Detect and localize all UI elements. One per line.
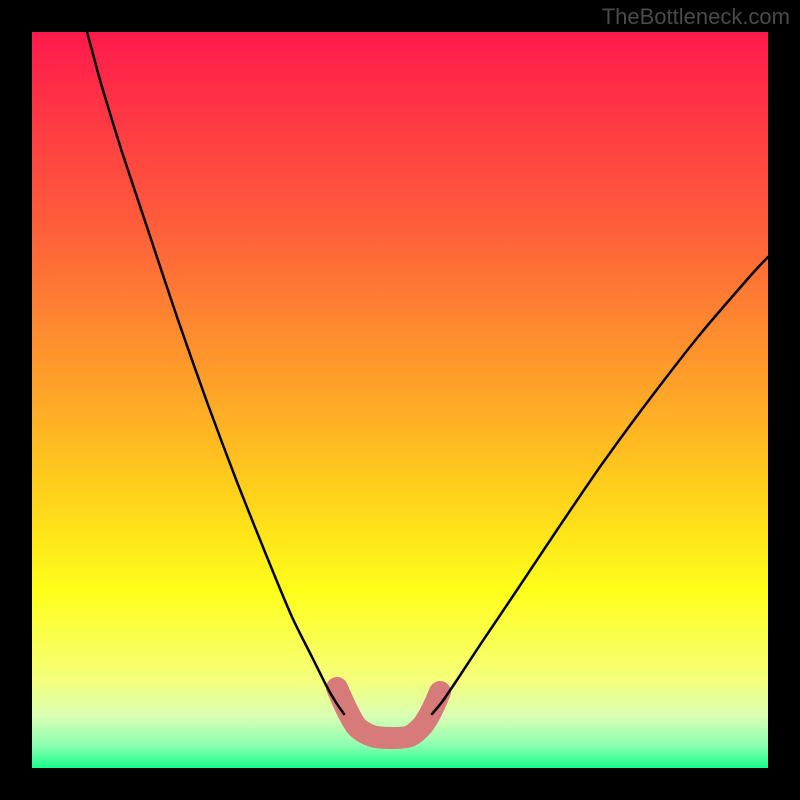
chart-svg	[32, 32, 768, 768]
right-curve	[432, 257, 768, 714]
left-curve	[87, 32, 344, 714]
valley-marker	[337, 688, 440, 738]
chart-plot-area	[32, 32, 768, 768]
watermark-text: TheBottleneck.com	[602, 4, 790, 30]
